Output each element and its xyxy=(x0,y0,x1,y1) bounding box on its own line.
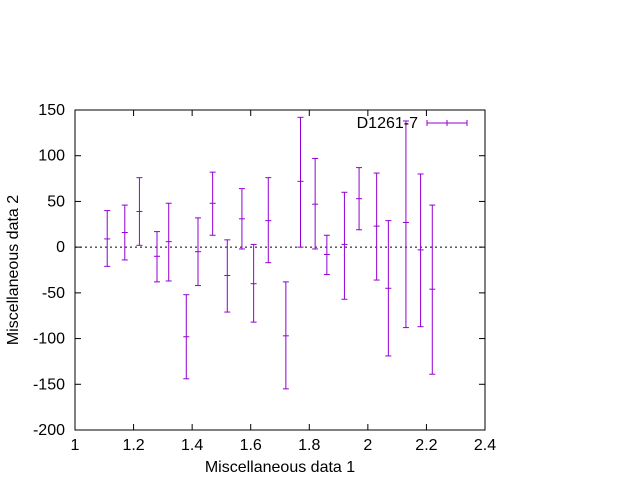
x-tick-label: 2 xyxy=(363,437,372,454)
y-tick-label: -150 xyxy=(33,376,65,393)
plot-frame xyxy=(74,109,486,431)
y-axis-label: Miscellaneous data 2 xyxy=(5,195,22,345)
error-bar-point xyxy=(282,281,289,390)
axis-ticks: 1 1.2 1.4 1.6 1.8 2 2.2 2.4 -200 -150 -100 -50 0 50 10… xyxy=(33,102,496,454)
error-bar-point xyxy=(341,191,348,300)
x-tick-label: 1.2 xyxy=(122,437,144,454)
x-tick-label: 1.6 xyxy=(240,437,262,454)
error-bar-point xyxy=(224,239,231,313)
error-bar-point xyxy=(104,210,111,267)
legend-label: D1261-7 xyxy=(357,115,418,132)
error-bar-point xyxy=(238,188,245,250)
error-bar-point xyxy=(154,231,160,283)
x-tick-label: 1.8 xyxy=(298,437,320,454)
legend: D1261-7 xyxy=(357,115,468,132)
x-tick-label: 2.2 xyxy=(415,437,437,454)
error-bar-point xyxy=(250,243,257,323)
series-layer xyxy=(104,116,436,390)
x-axis-label: Miscellaneous data 1 xyxy=(205,459,355,476)
y-tick-label: -50 xyxy=(42,285,65,302)
x-tick-label: 2.4 xyxy=(474,437,496,454)
x-tick-label: 1.4 xyxy=(181,437,203,454)
y-tick-label: 50 xyxy=(47,193,65,210)
error-bar-point xyxy=(417,173,424,328)
error-bar-point xyxy=(297,116,304,248)
y-tick-label: 100 xyxy=(38,148,65,165)
y-tick-label: -200 xyxy=(33,422,65,439)
error-bar-point xyxy=(385,220,392,357)
error-bar-point xyxy=(265,177,272,264)
error-bar-point xyxy=(195,217,201,287)
y-tick-label: 0 xyxy=(56,239,65,256)
error-bar-point xyxy=(323,234,330,276)
error-bar-point xyxy=(136,177,143,246)
error-bar-point xyxy=(209,171,216,236)
error-bar-point xyxy=(312,157,319,250)
y-tick-label: -100 xyxy=(33,331,65,348)
error-bar-point xyxy=(165,202,172,282)
error-bar-point xyxy=(429,204,436,375)
error-bar-point xyxy=(356,167,363,231)
error-bar-point xyxy=(121,204,128,261)
x-tick-label: 1 xyxy=(71,437,80,454)
error-bar-point xyxy=(183,294,190,380)
error-bar-point xyxy=(402,120,409,329)
legend-sample xyxy=(426,120,468,126)
error-bar-point xyxy=(373,172,380,281)
y-tick-label: 150 xyxy=(38,102,65,119)
